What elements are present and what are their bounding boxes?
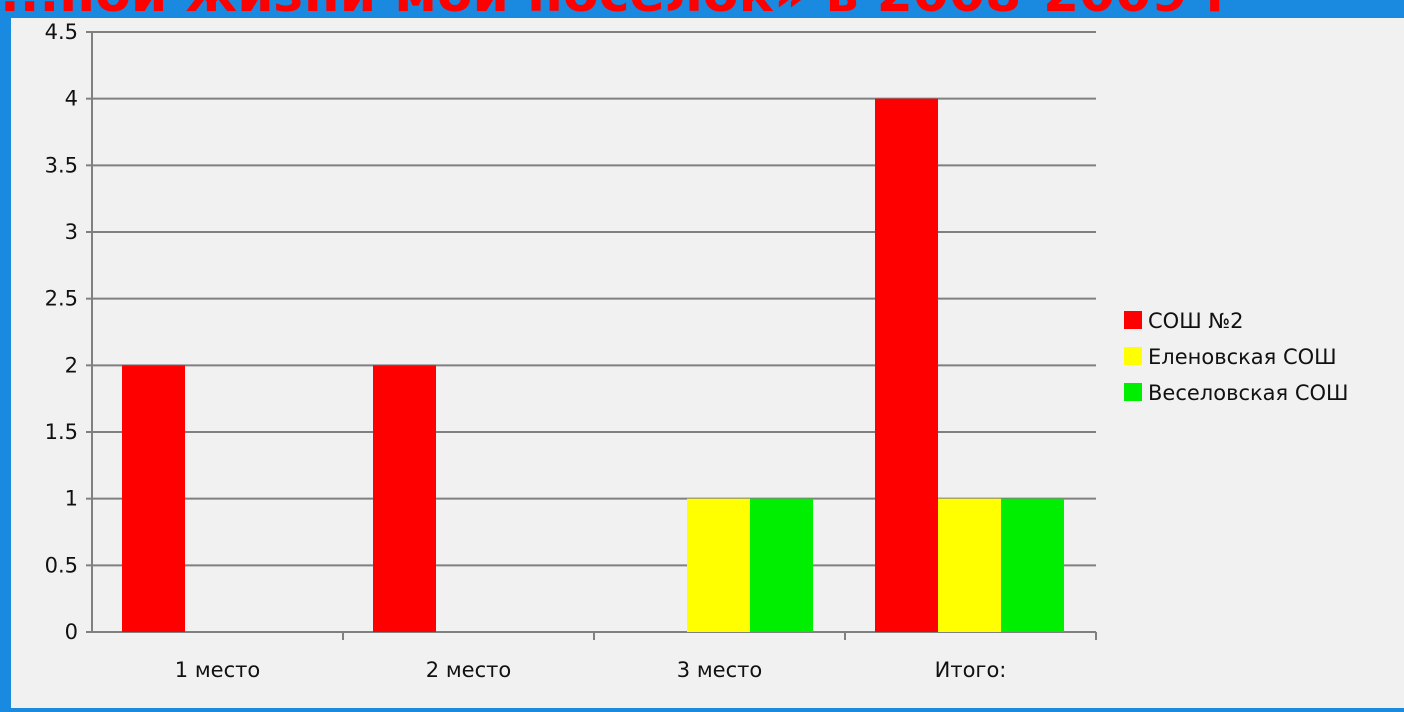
y-tick-label: 1 [65, 487, 78, 511]
legend-swatch [1124, 347, 1142, 365]
y-tick-label: 3 [65, 220, 78, 244]
legend-label: Еленовская СОШ [1148, 345, 1337, 369]
bars [122, 98, 1064, 632]
bar [687, 498, 750, 632]
bar [875, 98, 938, 632]
x-tick-label: 2 место [426, 658, 511, 682]
legend-swatch [1124, 311, 1142, 329]
y-tick-label: 2.5 [45, 287, 78, 311]
legend-label: Веселовская СОШ [1148, 381, 1349, 405]
gridlines [92, 31, 1096, 567]
x-tick-labels: 1 место 2 место 3 место Итого: [175, 658, 1007, 682]
y-tick-label: 0 [65, 620, 78, 644]
x-tick-label: 3 место [677, 658, 762, 682]
bar [373, 365, 436, 632]
legend: СОШ №2 Еленовская СОШ Веселовская СОШ [1124, 309, 1349, 405]
bar [1001, 498, 1064, 632]
y-tick-label: 1.5 [45, 420, 78, 444]
chart-panel: 0 0.5 1 1.5 2 2.5 3 3.5 4 4.5 1 место 2 место 3 мес… [11, 18, 1404, 708]
legend-swatch [1124, 383, 1142, 401]
y-tick-labels: 0 0.5 1 1.5 2 2.5 3 3.5 4 4.5 [45, 20, 78, 644]
y-tick-label: 4 [65, 87, 78, 111]
bar [750, 498, 813, 632]
x-tick-label: Итого: [935, 658, 1007, 682]
y-tick-label: 4.5 [45, 20, 78, 44]
y-tick-label: 3.5 [45, 153, 78, 177]
bar [938, 498, 1001, 632]
x-tick-label: 1 место [175, 658, 260, 682]
y-tick-label: 2 [65, 353, 78, 377]
legend-label: СОШ №2 [1148, 309, 1244, 333]
y-tick-label: 0.5 [45, 553, 78, 577]
bar [122, 365, 185, 632]
bar-chart: 0 0.5 1 1.5 2 2.5 3 3.5 4 4.5 1 место 2 место 3 мес… [45, 20, 1349, 682]
